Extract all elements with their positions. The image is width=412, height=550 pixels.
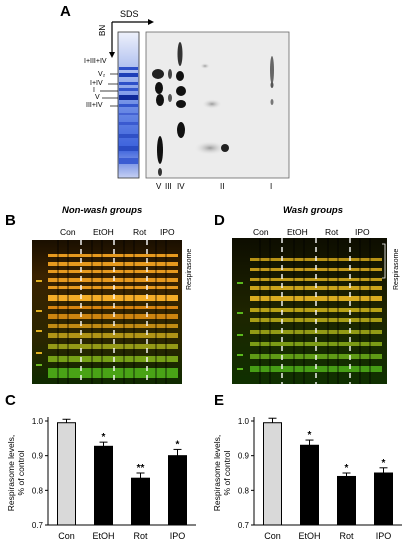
x-tick-label: Rot [339, 531, 354, 541]
panel-d-lane-rot: Rot [325, 227, 339, 237]
bottom-label-ii: II [220, 182, 225, 191]
sds-gel-spots [152, 42, 274, 176]
bar [300, 444, 319, 526]
panel-b-respirasome-label: Respirasome [186, 248, 193, 290]
gel-image-d [232, 238, 387, 384]
x-tick-label: Con [58, 531, 75, 541]
gel-b-bands [48, 254, 178, 378]
significance-mark: * [345, 463, 349, 474]
panel-d-lane-etoh: EtOH [287, 227, 308, 237]
bottom-label-v: V [156, 182, 162, 191]
bottom-label-i: I [270, 182, 273, 191]
band-label-v: V [95, 94, 100, 101]
gel-d-marker-lane [237, 282, 243, 370]
panel-d-title: Wash groups [283, 205, 343, 216]
bar [337, 475, 356, 526]
panel-label-b: B [5, 212, 16, 229]
bn-arrowhead [109, 52, 115, 58]
band-label-i: I [93, 87, 95, 94]
significance-mark: * [308, 430, 312, 441]
panel-b-lane-etoh: EtOH [93, 227, 114, 237]
x-tick-label: EtOH [92, 531, 114, 541]
y-tick-label: 0.7 [238, 521, 250, 530]
gel-b-lane-gaps [57, 240, 167, 384]
panel-label-c: C [5, 392, 16, 409]
significance-mark: * [382, 458, 386, 469]
panel-b-lane-ipo: IPO [160, 227, 175, 237]
bar-chart-e: 0.7 0.8 0.9 1.0 Respirasome levels,% of cont… [212, 417, 402, 541]
bar [131, 477, 150, 526]
significance-mark: * [176, 439, 180, 450]
bottom-label-iv: IV [177, 182, 185, 191]
y-tick-label: 1.0 [238, 417, 250, 426]
panel-label-d: D [214, 212, 225, 229]
gel-b-dividers [80, 240, 148, 384]
panel-d-lane-con: Con [253, 227, 269, 237]
panel-label-e: E [214, 392, 225, 409]
bar [374, 472, 393, 526]
y-axis-title: Respirasome levels,% of control [6, 435, 26, 512]
y-axis-title: Respirasome levels,% of control [212, 435, 232, 512]
y-tick-label: 0.8 [32, 486, 44, 495]
y-tick-label: 0.9 [32, 452, 44, 461]
x-tick-label: Rot [133, 531, 148, 541]
bar [94, 445, 113, 526]
bn-gel-bands [119, 67, 138, 164]
band-label-v2: V₂ [98, 71, 106, 78]
respirasome-bracket [382, 243, 386, 279]
bn-label: BN [98, 24, 107, 36]
x-tick-label: IPO [170, 531, 186, 541]
bottom-label-iii: III [165, 182, 172, 191]
gel-d-dividers [281, 238, 351, 384]
panel-b-title: Non-wash groups [62, 205, 143, 216]
y-tick-label: 0.7 [32, 521, 44, 530]
significance-mark: ** [137, 463, 145, 474]
x-tick-label: EtOH [298, 531, 320, 541]
bar-chart-c: 0.7 0.8 0.9 1.0 Respirasome levels,% of cont… [6, 417, 196, 541]
gel-b-marker-lane [36, 280, 42, 366]
y-tick-label: 0.9 [238, 452, 250, 461]
band-leader-lines [100, 73, 118, 107]
bar [57, 422, 76, 526]
sds-label: SDS [120, 9, 139, 19]
gel-d-lane-gaps [259, 238, 371, 384]
panel-label-a: A [60, 3, 71, 20]
panel-d-lane-ipo: IPO [355, 227, 370, 237]
x-tick-label: Con [264, 531, 281, 541]
gel-image-b [32, 240, 182, 384]
panel-a-figure [100, 19, 290, 179]
significance-mark: * [102, 432, 106, 443]
y-tick-label: 1.0 [32, 417, 44, 426]
band-label-iii-iv: III+IV [86, 102, 103, 109]
bar [168, 455, 187, 526]
panel-b-lane-con: Con [60, 227, 76, 237]
panel-d-respirasome-label: Respirasome [393, 248, 400, 290]
x-tick-label: IPO [376, 531, 392, 541]
y-tick-label: 0.8 [238, 486, 250, 495]
band-label-i-iv: I+IV [90, 80, 103, 87]
bar [263, 422, 282, 526]
sds-arrowhead [148, 19, 154, 25]
panel-b-lane-rot: Rot [133, 227, 147, 237]
band-label-i-iii-iv: I+III+IV [84, 58, 107, 65]
